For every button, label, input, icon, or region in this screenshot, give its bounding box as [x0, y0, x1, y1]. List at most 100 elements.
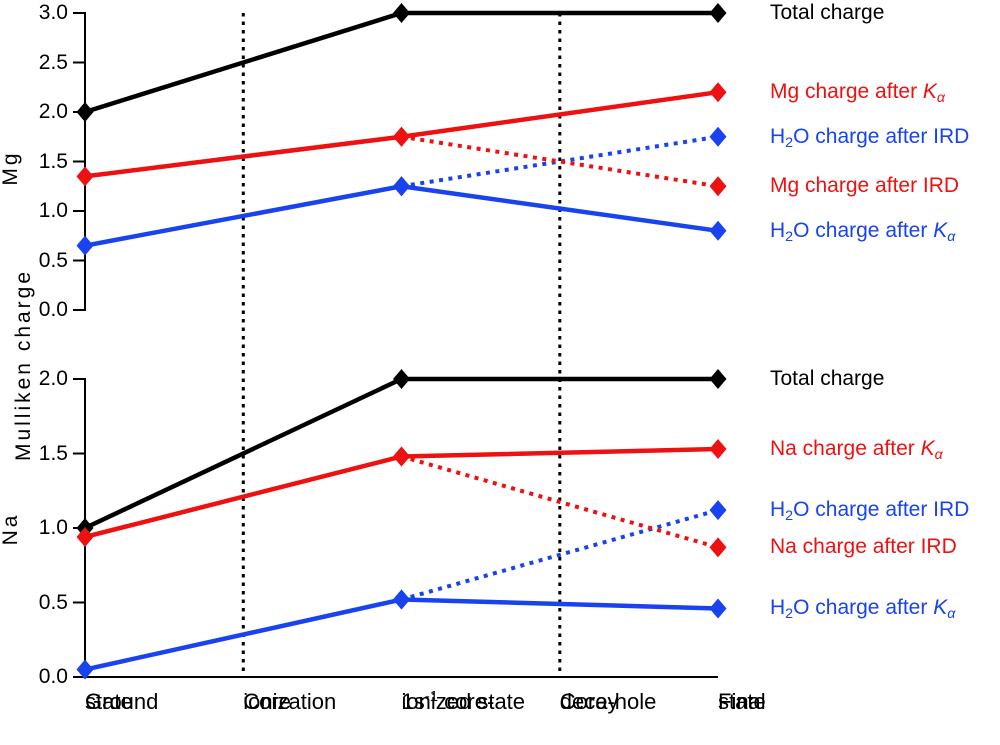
legend-label-total-charge: Total charge: [770, 367, 884, 391]
diamond-marker-na-charge-after-ird: [393, 446, 410, 467]
diamond-marker-h2o-charge-after-ird: [709, 126, 727, 147]
diamond-marker-na-charge-after-ka: [76, 526, 94, 547]
legend-label-h2o-charge-after-ka: H2O charge after Kα: [770, 596, 956, 623]
text-run: O charge after: [793, 596, 934, 620]
y-tick-label: 2.5: [38, 50, 68, 74]
legend-label-total-charge: Total charge: [770, 1, 884, 25]
y-axis-label: Mulliken charge: [12, 268, 35, 462]
legend-label-h2o-charge-after-ird: H2O charge after IRD: [770, 498, 970, 525]
legend-label-na-charge-after-ird: Na charge after IRD: [770, 535, 957, 559]
x-category-line: Core-hole: [560, 688, 657, 715]
diamond-marker-mg-charge-after-ka: [709, 82, 727, 103]
text-run: 2: [785, 606, 794, 623]
text-run: Ground: [85, 689, 159, 714]
text-run: Final: [718, 689, 766, 714]
x-category-line: state: [85, 688, 133, 715]
text-run: K: [920, 437, 935, 461]
text-run: K: [933, 218, 948, 242]
diamond-marker-mg-charge-after-ka: [76, 166, 94, 187]
text-run: Core-hole: [559, 689, 657, 714]
text-run: ionized state: [401, 689, 526, 714]
x-category-line: Final: [718, 688, 766, 715]
series-line-h2o-charge-after-ird: [400, 508, 719, 602]
diamond-marker-h2o-charge-after-ka: [76, 659, 94, 680]
x-category-line: 1s-1 core-: [402, 688, 495, 715]
text-run: Mg charge after IRD: [770, 174, 960, 198]
y-tick-label: 0.0: [38, 665, 68, 688]
diamond-marker-h2o-charge-after-ka: [76, 235, 94, 256]
y-tick-label: 2.0: [38, 100, 68, 123]
text-run: Total charge: [770, 367, 885, 390]
x-category-line: Core: [243, 688, 291, 715]
x-category-line: decay: [560, 688, 619, 715]
y-tick-label: 0.5: [38, 248, 68, 272]
text-run: Na charge after: [770, 437, 921, 461]
diamond-marker-mg-charge-after-ird: [393, 126, 410, 147]
text-run: H: [770, 124, 786, 148]
y-tick-label: 0.5: [38, 590, 68, 614]
diamond-marker-h2o-charge-after-ka: [709, 598, 727, 619]
text-run: Na charge after IRD: [770, 535, 957, 559]
y-tick-label: 3.0: [38, 1, 68, 24]
x-category-line: ionization: [243, 688, 336, 715]
diamond-marker-h2o-charge-after-ka: [393, 589, 410, 610]
text-run: 2: [785, 228, 794, 245]
text-run: state: [718, 689, 766, 714]
text-run: O charge after IRD: [793, 124, 970, 148]
text-run: 2: [785, 508, 794, 525]
y-tick-label: 0.0: [38, 298, 68, 321]
series-line-na-charge-after-ird: [400, 454, 719, 550]
y-tick-label: 1.5: [38, 441, 68, 465]
text-run: state: [85, 689, 133, 714]
text-run: α: [936, 90, 946, 107]
diamond-marker-total-charge: [709, 3, 727, 23]
text-run: K: [933, 596, 948, 620]
y-tick-label: 1.5: [38, 149, 68, 173]
x-category-line: state: [718, 688, 766, 715]
text-run: O charge after IRD: [793, 498, 970, 522]
series-line-mg-charge-after-ird: [401, 134, 719, 189]
y-tick-label: 1.0: [38, 199, 68, 222]
text-run: Total charge: [770, 1, 885, 24]
text-run: core-: [438, 689, 495, 714]
diamond-marker-mg-charge-after-ird: [709, 176, 727, 197]
text-run: α: [947, 606, 956, 623]
diamond-marker-total-charge: [393, 369, 410, 389]
text-run: ionization: [243, 689, 337, 714]
legend-label-h2o-charge-after-ird: H2O charge after IRD: [770, 124, 970, 151]
series-line-total-charge: [84, 10, 718, 115]
text-run: H: [770, 498, 786, 522]
panel-label-mg: Mg: [0, 150, 22, 186]
diamond-marker-total-charge: [76, 102, 94, 122]
diamond-marker-na-charge-after-ka: [709, 439, 727, 460]
text-run: -1: [424, 687, 439, 705]
diamond-marker-total-charge: [709, 369, 727, 389]
text-run: Core: [243, 689, 291, 714]
legend-label-mg-charge-after-ka: Mg charge after Kα: [770, 80, 946, 107]
diamond-marker-h2o-charge-after-ka: [709, 220, 727, 241]
y-tick-label: 2.0: [38, 367, 68, 390]
legend-label-h2o-charge-after-ka: H2O charge after Kα: [770, 218, 956, 245]
legend-label-mg-charge-after-ird: Mg charge after IRD: [770, 174, 959, 198]
series-line-h2o-charge-after-ka: [84, 597, 719, 672]
text-run: α: [947, 228, 956, 245]
text-run: 1s: [401, 689, 425, 714]
y-tick-label: 1.0: [38, 516, 68, 539]
diamond-marker-na-charge-after-ird: [709, 537, 727, 558]
text-run: decay: [559, 689, 619, 714]
x-category-line: Ground: [85, 688, 158, 715]
text-run: K: [922, 80, 937, 104]
text-run: O charge after: [793, 218, 934, 242]
text-run: 2: [785, 134, 794, 151]
x-category-line: ionized state: [402, 688, 526, 715]
text-run: Mg charge after: [770, 80, 923, 104]
diamond-marker-h2o-charge-after-ird: [709, 500, 727, 521]
series-line-h2o-charge-after-ird: [401, 134, 719, 189]
diamond-marker-h2o-charge-after-ka: [393, 176, 410, 197]
text-run: α: [934, 447, 943, 463]
text-run: H: [770, 596, 786, 620]
panel-label-na: Na: [0, 512, 22, 546]
text-run: H: [770, 218, 786, 242]
